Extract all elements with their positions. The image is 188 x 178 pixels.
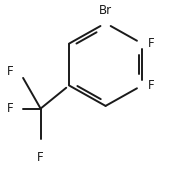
- Text: Br: Br: [99, 4, 112, 17]
- Text: F: F: [148, 79, 155, 92]
- Text: F: F: [37, 151, 44, 164]
- Text: F: F: [7, 102, 14, 115]
- Text: F: F: [7, 65, 14, 78]
- Text: F: F: [148, 37, 155, 50]
